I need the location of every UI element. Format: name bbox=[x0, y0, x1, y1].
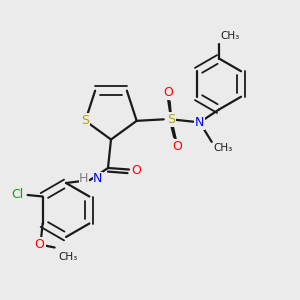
Text: N: N bbox=[93, 172, 102, 185]
Text: S: S bbox=[81, 114, 89, 127]
Text: S: S bbox=[167, 113, 175, 126]
Text: H: H bbox=[79, 172, 88, 185]
Text: Cl: Cl bbox=[11, 188, 23, 202]
Text: O: O bbox=[132, 164, 141, 178]
Text: CH₃: CH₃ bbox=[58, 252, 77, 262]
Text: N: N bbox=[195, 116, 204, 129]
Text: CH₃: CH₃ bbox=[213, 143, 232, 153]
Text: O: O bbox=[172, 140, 182, 153]
Text: CH₃: CH₃ bbox=[220, 31, 240, 41]
Text: O: O bbox=[163, 86, 173, 99]
Text: O: O bbox=[35, 238, 45, 251]
